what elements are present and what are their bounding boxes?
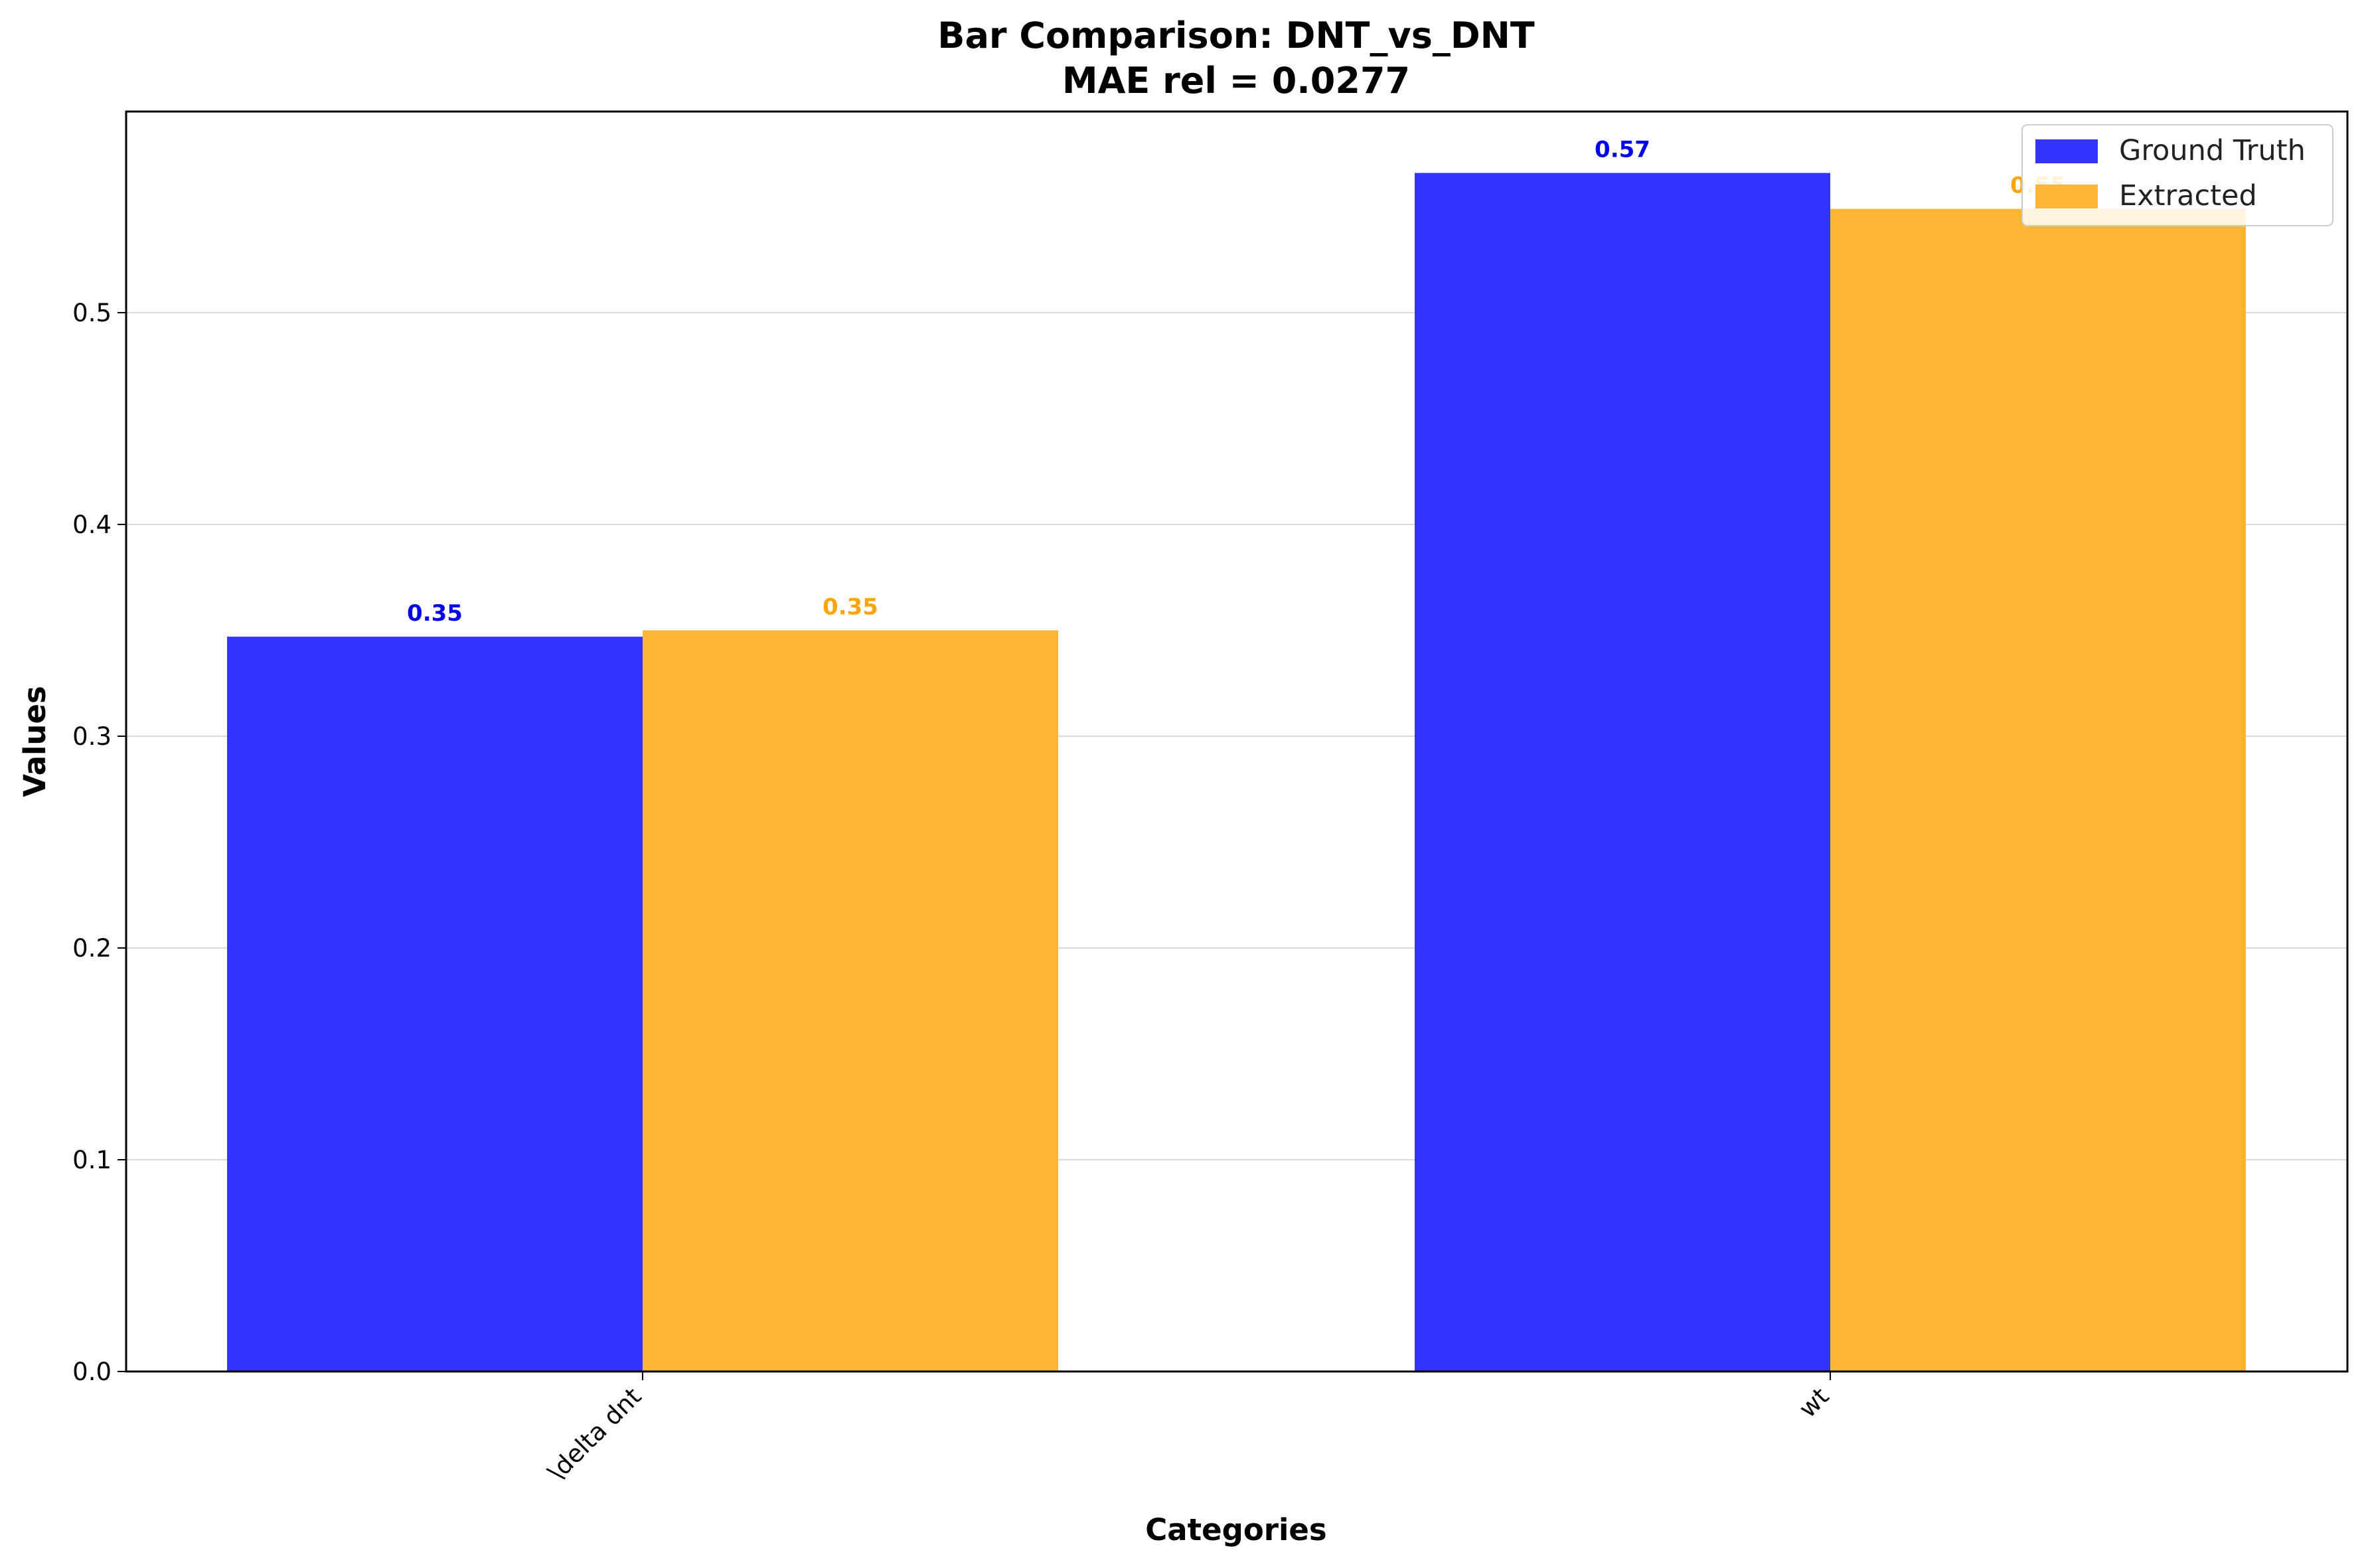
legend-box bbox=[2021, 124, 2333, 226]
legend-label: Ground Truth bbox=[2119, 134, 2306, 167]
legend: Ground Truth Extracted bbox=[2021, 124, 2333, 226]
chart-title: Bar Comparison: DNT_vs_DNT bbox=[937, 15, 1535, 56]
chart-subtitle: MAE rel = 0.0277 bbox=[1062, 60, 1410, 102]
y-axis-title: Values bbox=[17, 686, 52, 797]
y-tick-label: 0.5 bbox=[72, 299, 112, 327]
bar-extracted bbox=[1830, 208, 2246, 1372]
plot-frame bbox=[125, 110, 2349, 1373]
bar-ground-truth bbox=[227, 637, 643, 1372]
bar-value-label: 0.35 bbox=[823, 594, 878, 621]
bar-extracted bbox=[643, 630, 1058, 1372]
bar-value-label: 0.35 bbox=[407, 600, 463, 627]
x-axis-title: Categories bbox=[1145, 1512, 1326, 1547]
bars bbox=[227, 173, 2246, 1372]
y-tick-label: 0.4 bbox=[72, 510, 112, 539]
y-tick-label: 0.0 bbox=[72, 1358, 112, 1386]
bar-ground-truth bbox=[1415, 173, 1830, 1372]
legend-swatch bbox=[2035, 139, 2098, 163]
y-axis-ticks: 0.0 0.1 0.2 0.3 0.4 0.5 bbox=[72, 299, 126, 1386]
legend-swatch bbox=[2035, 185, 2098, 208]
y-tick-label: 0.3 bbox=[72, 722, 112, 751]
bar-value-label: 0.57 bbox=[1595, 137, 1650, 163]
legend-label: Extracted bbox=[2119, 179, 2257, 212]
y-tick-label: 0.2 bbox=[72, 934, 112, 963]
y-tick-label: 0.1 bbox=[72, 1146, 112, 1174]
x-axis-ticks: \delta dnt wt bbox=[542, 1372, 1834, 1486]
x-tick-label: \delta dnt bbox=[542, 1382, 647, 1486]
x-tick-label: wt bbox=[1793, 1382, 1834, 1423]
